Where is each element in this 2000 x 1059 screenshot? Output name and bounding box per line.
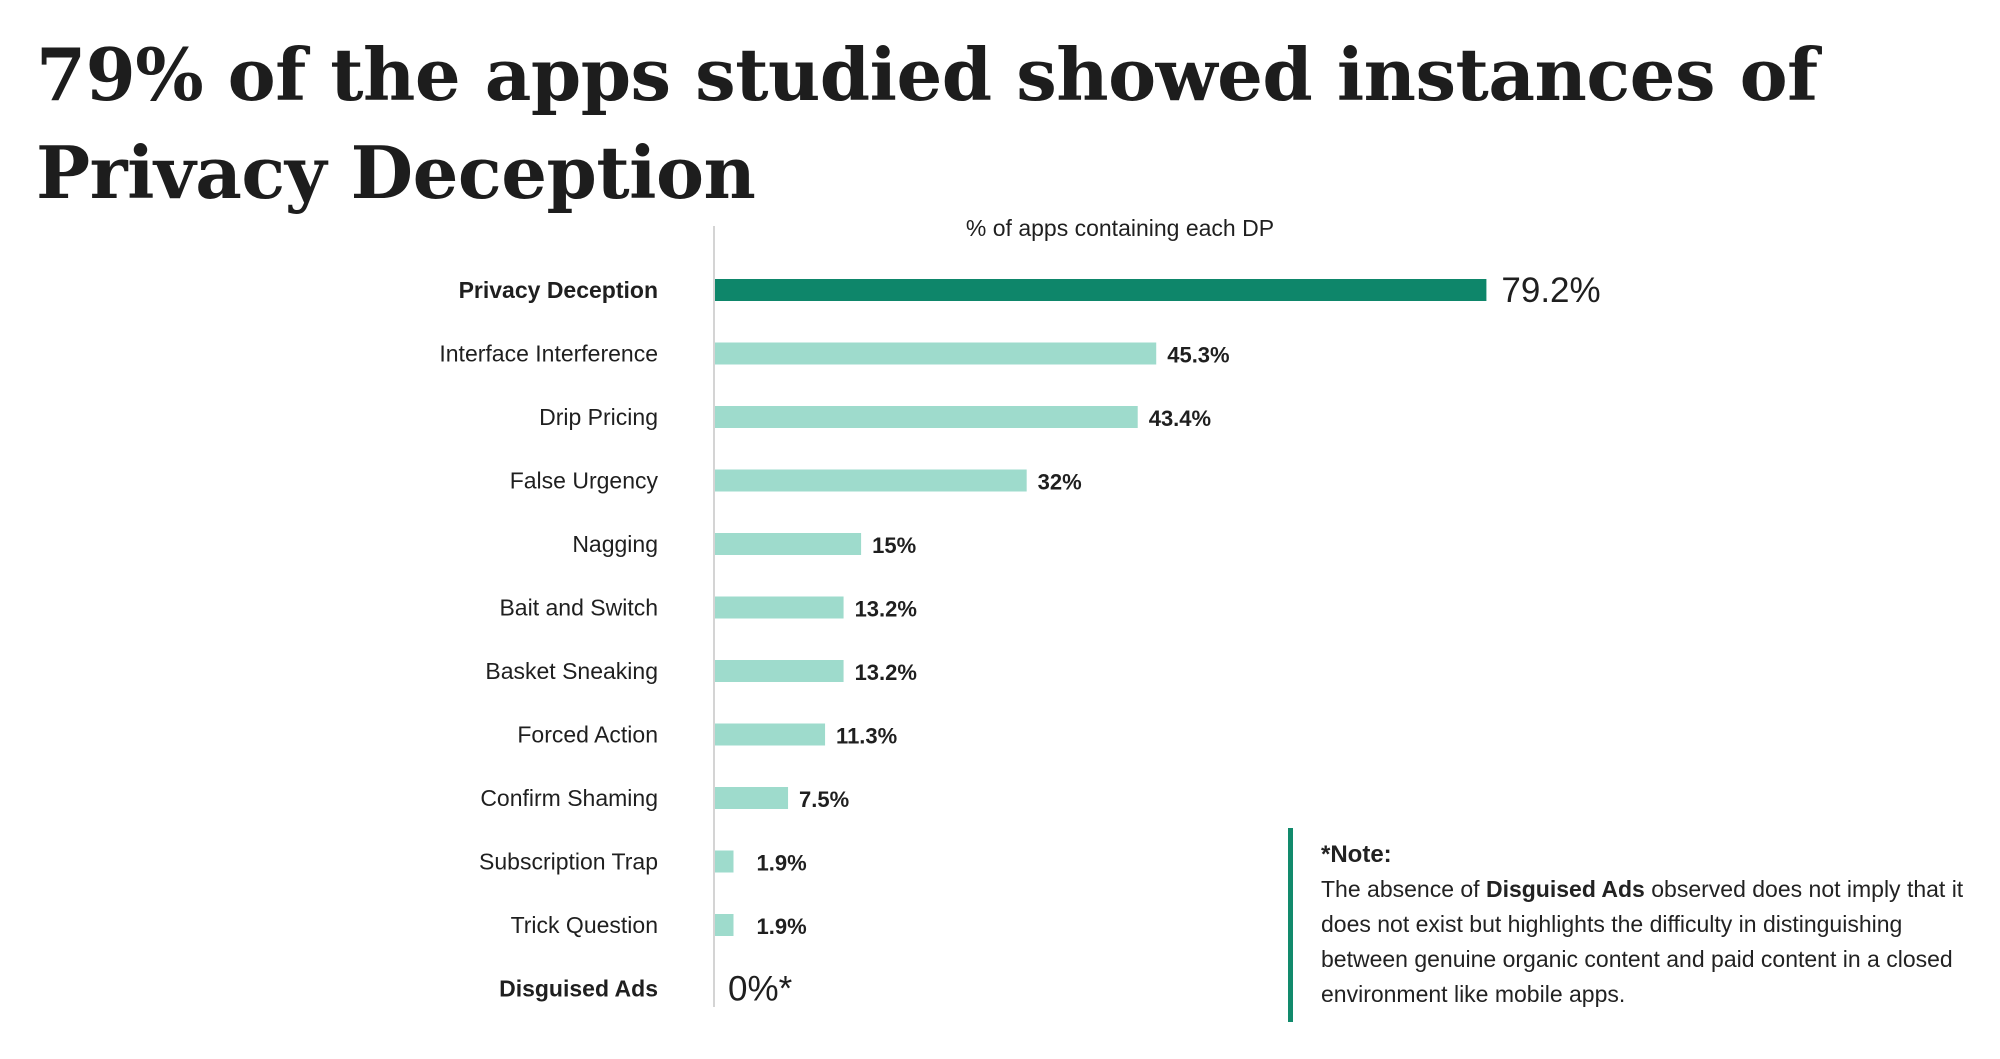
chart-title: % of apps containing each DP bbox=[966, 215, 1274, 241]
note-box: *Note: The absence of Disguised Ads obse… bbox=[1288, 828, 1978, 1022]
value-label-false-urgency: 32% bbox=[1038, 470, 1082, 495]
chart-marks: Privacy Deception 79.2% Interface Interfer… bbox=[439, 271, 1600, 1009]
value-label-disguised-ads: 0%* bbox=[728, 970, 793, 1009]
note-bold-term: Disguised Ads bbox=[1485, 876, 1645, 902]
bar-forced-action bbox=[715, 723, 826, 746]
value-label-confirm-shaming: 7.5% bbox=[799, 787, 849, 812]
category-label-confirm-shaming: Confirm Shaming bbox=[480, 785, 658, 811]
bar-drip-pricing bbox=[715, 406, 1138, 428]
category-label-false-urgency: False Urgency bbox=[510, 468, 659, 494]
value-label-trick-question: 1.9% bbox=[757, 914, 807, 939]
bar-privacy-deception bbox=[715, 279, 1487, 301]
note-text: The absence of Disguised Ads observed do… bbox=[1321, 872, 1978, 1012]
value-label-interface-interference: 45.3% bbox=[1167, 343, 1229, 368]
category-label-subscription-trap: Subscription Trap bbox=[479, 849, 658, 875]
value-label-subscription-trap: 1.9% bbox=[757, 851, 807, 876]
category-label-trick-question: Trick Question bbox=[511, 912, 658, 938]
bar-interface-interference bbox=[715, 342, 1157, 365]
value-label-drip-pricing: 43.4% bbox=[1149, 406, 1211, 431]
category-label-interface-interference: Interface Interference bbox=[439, 341, 658, 367]
bar-confirm-shaming bbox=[715, 787, 789, 809]
note-text-after: observed does not imply that it does not… bbox=[1321, 876, 1964, 1007]
category-label-bait-and-switch: Bait and Switch bbox=[499, 595, 658, 621]
category-label-drip-pricing: Drip Pricing bbox=[539, 404, 658, 430]
category-label-nagging: Nagging bbox=[572, 531, 658, 557]
value-label-forced-action: 11.3% bbox=[836, 724, 897, 749]
page-title: 79% of the apps studied showed instances… bbox=[36, 32, 1818, 215]
note-heading: *Note: bbox=[1321, 841, 1392, 868]
value-label-privacy-deception: 79.2% bbox=[1501, 271, 1600, 310]
bar-nagging bbox=[715, 533, 862, 555]
note-text-before: The absence of bbox=[1321, 876, 1486, 902]
category-label-forced-action: Forced Action bbox=[517, 722, 658, 748]
bar-bait-and-switch bbox=[715, 596, 844, 619]
bar-trick-question bbox=[715, 914, 734, 936]
category-label-basket-sneaking: Basket Sneaking bbox=[485, 658, 658, 684]
bar-subscription-trap bbox=[715, 850, 734, 873]
value-label-bait-and-switch: 13.2% bbox=[855, 597, 917, 622]
category-label-disguised-ads: Disguised Ads bbox=[499, 976, 658, 1002]
value-label-nagging: 15% bbox=[872, 533, 916, 558]
value-label-basket-sneaking: 13.2% bbox=[855, 660, 917, 685]
bar-basket-sneaking bbox=[715, 660, 844, 682]
category-label-privacy-deception: Privacy Deception bbox=[459, 277, 658, 303]
bar-false-urgency bbox=[715, 469, 1027, 492]
